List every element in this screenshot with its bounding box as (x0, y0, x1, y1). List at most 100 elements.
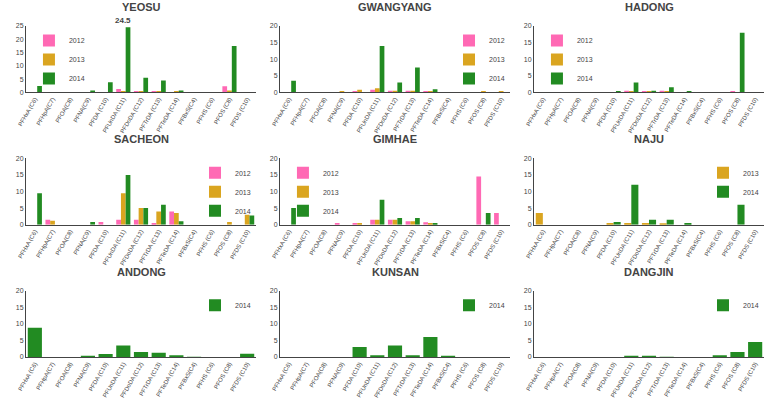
svg-text:2013: 2013 (323, 189, 339, 196)
svg-text:10: 10 (270, 320, 278, 327)
svg-text:PFHpA(C7): PFHpA(C7) (289, 97, 310, 127)
svg-text:15: 15 (16, 49, 24, 56)
svg-text:PFHxA (C6): PFHxA (C6) (17, 97, 38, 128)
svg-text:15: 15 (270, 171, 278, 178)
svg-text:PFBxS(C4): PFBxS(C4) (685, 229, 705, 258)
svg-text:PFDoDA (C12): PFDoDA (C12) (373, 361, 398, 399)
svg-text:PFHxA (C6): PFHxA (C6) (525, 361, 546, 392)
svg-text:PFUnDA (C11): PFUnDA (C11) (102, 97, 127, 134)
svg-text:PFHpA(C7): PFHpA(C7) (543, 361, 564, 391)
svg-text:PFOS (C8): PFOS (C8) (213, 229, 233, 258)
svg-text:PFHS (C6): PFHS (C6) (703, 229, 723, 257)
svg-text:PFTeDA (C14): PFTeDA (C14) (409, 229, 434, 266)
svg-text:PFDoDA (C12): PFDoDA (C12) (627, 361, 652, 399)
svg-text:PFTeDA (C14): PFTeDA (C14) (155, 97, 180, 134)
svg-text:20: 20 (524, 155, 532, 162)
svg-text:0: 0 (20, 89, 24, 96)
svg-text:YEOSU: YEOSU (122, 1, 161, 13)
svg-text:PFNA(C9): PFNA(C9) (72, 361, 91, 388)
svg-text:2013: 2013 (489, 56, 505, 63)
svg-text:PFTeDA (C14): PFTeDA (C14) (409, 97, 434, 134)
svg-text:PFNA(C9): PFNA(C9) (72, 229, 91, 256)
svg-text:PFHpA(C7): PFHpA(C7) (35, 361, 56, 391)
svg-text:PFNA(C9): PFNA(C9) (580, 229, 599, 256)
svg-text:20: 20 (270, 287, 278, 294)
svg-text:SACHEON: SACHEON (114, 133, 169, 145)
svg-text:PFHxA (C6): PFHxA (C6) (17, 229, 38, 260)
svg-text:PFTrDA (C13): PFTrDA (C13) (646, 361, 670, 397)
svg-text:PFOA(C8): PFOA(C8) (562, 97, 581, 124)
svg-text:PFUnDA (C11): PFUnDA (C11) (356, 361, 381, 398)
svg-text:PFNA(C9): PFNA(C9) (326, 229, 345, 256)
svg-text:PFTrDA (C13): PFTrDA (C13) (138, 97, 162, 133)
svg-text:PFUnDA (C11): PFUnDA (C11) (102, 229, 127, 266)
svg-text:PFDS (C10): PFDS (C10) (737, 229, 759, 260)
svg-text:PFHpA(C7): PFHpA(C7) (35, 229, 56, 259)
svg-text:PFHS (C6): PFHS (C6) (195, 97, 215, 125)
svg-text:PFDoDA (C12): PFDoDA (C12) (119, 361, 144, 399)
svg-text:5: 5 (274, 205, 278, 212)
svg-text:0: 0 (528, 221, 532, 228)
svg-text:GIMHAE: GIMHAE (373, 133, 417, 145)
svg-text:0: 0 (274, 89, 278, 96)
svg-text:10: 10 (524, 320, 532, 327)
svg-text:PFTrDA (C13): PFTrDA (C13) (392, 229, 416, 265)
svg-text:PFDoDA (C12): PFDoDA (C12) (627, 97, 652, 135)
svg-text:15: 15 (270, 304, 278, 311)
svg-text:PFDS (C10): PFDS (C10) (229, 361, 251, 392)
svg-text:PFDoDA (C12): PFDoDA (C12) (373, 97, 398, 135)
svg-text:PFDS (C10): PFDS (C10) (229, 97, 251, 128)
svg-text:PFDoDA (C12): PFDoDA (C12) (373, 229, 398, 267)
svg-text:PFOA(C8): PFOA(C8) (54, 97, 73, 124)
svg-text:10: 10 (270, 56, 278, 63)
svg-text:2014: 2014 (489, 75, 505, 82)
svg-text:PFHpA(C7): PFHpA(C7) (35, 97, 56, 127)
svg-text:PFOS (C8): PFOS (C8) (721, 229, 741, 258)
svg-text:25: 25 (16, 22, 24, 29)
svg-text:20: 20 (524, 287, 532, 294)
svg-text:PFDS (C10): PFDS (C10) (737, 97, 759, 128)
svg-text:PFDA (C10): PFDA (C10) (596, 361, 617, 392)
svg-text:PFTeDA (C14): PFTeDA (C14) (663, 361, 688, 398)
svg-text:PFHpA(C7): PFHpA(C7) (543, 229, 564, 259)
svg-text:PFNA(C9): PFNA(C9) (326, 97, 345, 124)
svg-text:HADONG: HADONG (625, 1, 674, 13)
svg-text:10: 10 (16, 188, 24, 195)
svg-text:PFDA (C10): PFDA (C10) (88, 361, 109, 392)
svg-text:2014: 2014 (577, 75, 593, 82)
svg-text:20: 20 (16, 36, 24, 43)
svg-text:2012: 2012 (69, 37, 85, 44)
svg-text:GWANGYANG: GWANGYANG (358, 1, 432, 13)
svg-text:10: 10 (16, 62, 24, 69)
svg-text:PFHxA (C6): PFHxA (C6) (271, 229, 292, 260)
svg-text:PFHxA (C6): PFHxA (C6) (271, 361, 292, 392)
svg-text:PFTrDA (C13): PFTrDA (C13) (138, 229, 162, 265)
svg-text:PFUnDA (C11): PFUnDA (C11) (610, 97, 635, 134)
svg-text:PFTrDA (C13): PFTrDA (C13) (138, 361, 162, 397)
svg-text:PFDA (C10): PFDA (C10) (88, 229, 109, 260)
svg-text:5: 5 (528, 205, 532, 212)
svg-text:PFDA (C10): PFDA (C10) (342, 361, 363, 392)
svg-text:20: 20 (16, 155, 24, 162)
svg-text:PFHpA(C7): PFHpA(C7) (289, 229, 310, 259)
svg-text:PFTeDA (C14): PFTeDA (C14) (155, 229, 180, 266)
svg-text:24.5: 24.5 (115, 16, 131, 25)
svg-text:5: 5 (20, 205, 24, 212)
svg-text:PFUnDA (C11): PFUnDA (C11) (610, 361, 635, 398)
svg-text:PFBxS(C4): PFBxS(C4) (685, 361, 705, 390)
svg-text:0: 0 (528, 353, 532, 360)
svg-text:2014: 2014 (489, 302, 505, 309)
svg-text:5: 5 (20, 337, 24, 344)
svg-text:PFOA(C8): PFOA(C8) (562, 229, 581, 256)
svg-text:DANGJIN: DANGJIN (624, 266, 674, 278)
svg-text:0: 0 (20, 353, 24, 360)
svg-text:10: 10 (524, 56, 532, 63)
svg-text:15: 15 (524, 171, 532, 178)
svg-text:2012: 2012 (323, 170, 339, 177)
svg-text:0: 0 (528, 89, 532, 96)
svg-text:PFDS (C10): PFDS (C10) (483, 361, 505, 392)
svg-text:PFTrDA (C13): PFTrDA (C13) (646, 97, 670, 133)
svg-text:PFHS (C6): PFHS (C6) (703, 361, 723, 389)
svg-text:PFOS (C8): PFOS (C8) (213, 97, 233, 126)
svg-text:PFHS (C6): PFHS (C6) (449, 97, 469, 125)
